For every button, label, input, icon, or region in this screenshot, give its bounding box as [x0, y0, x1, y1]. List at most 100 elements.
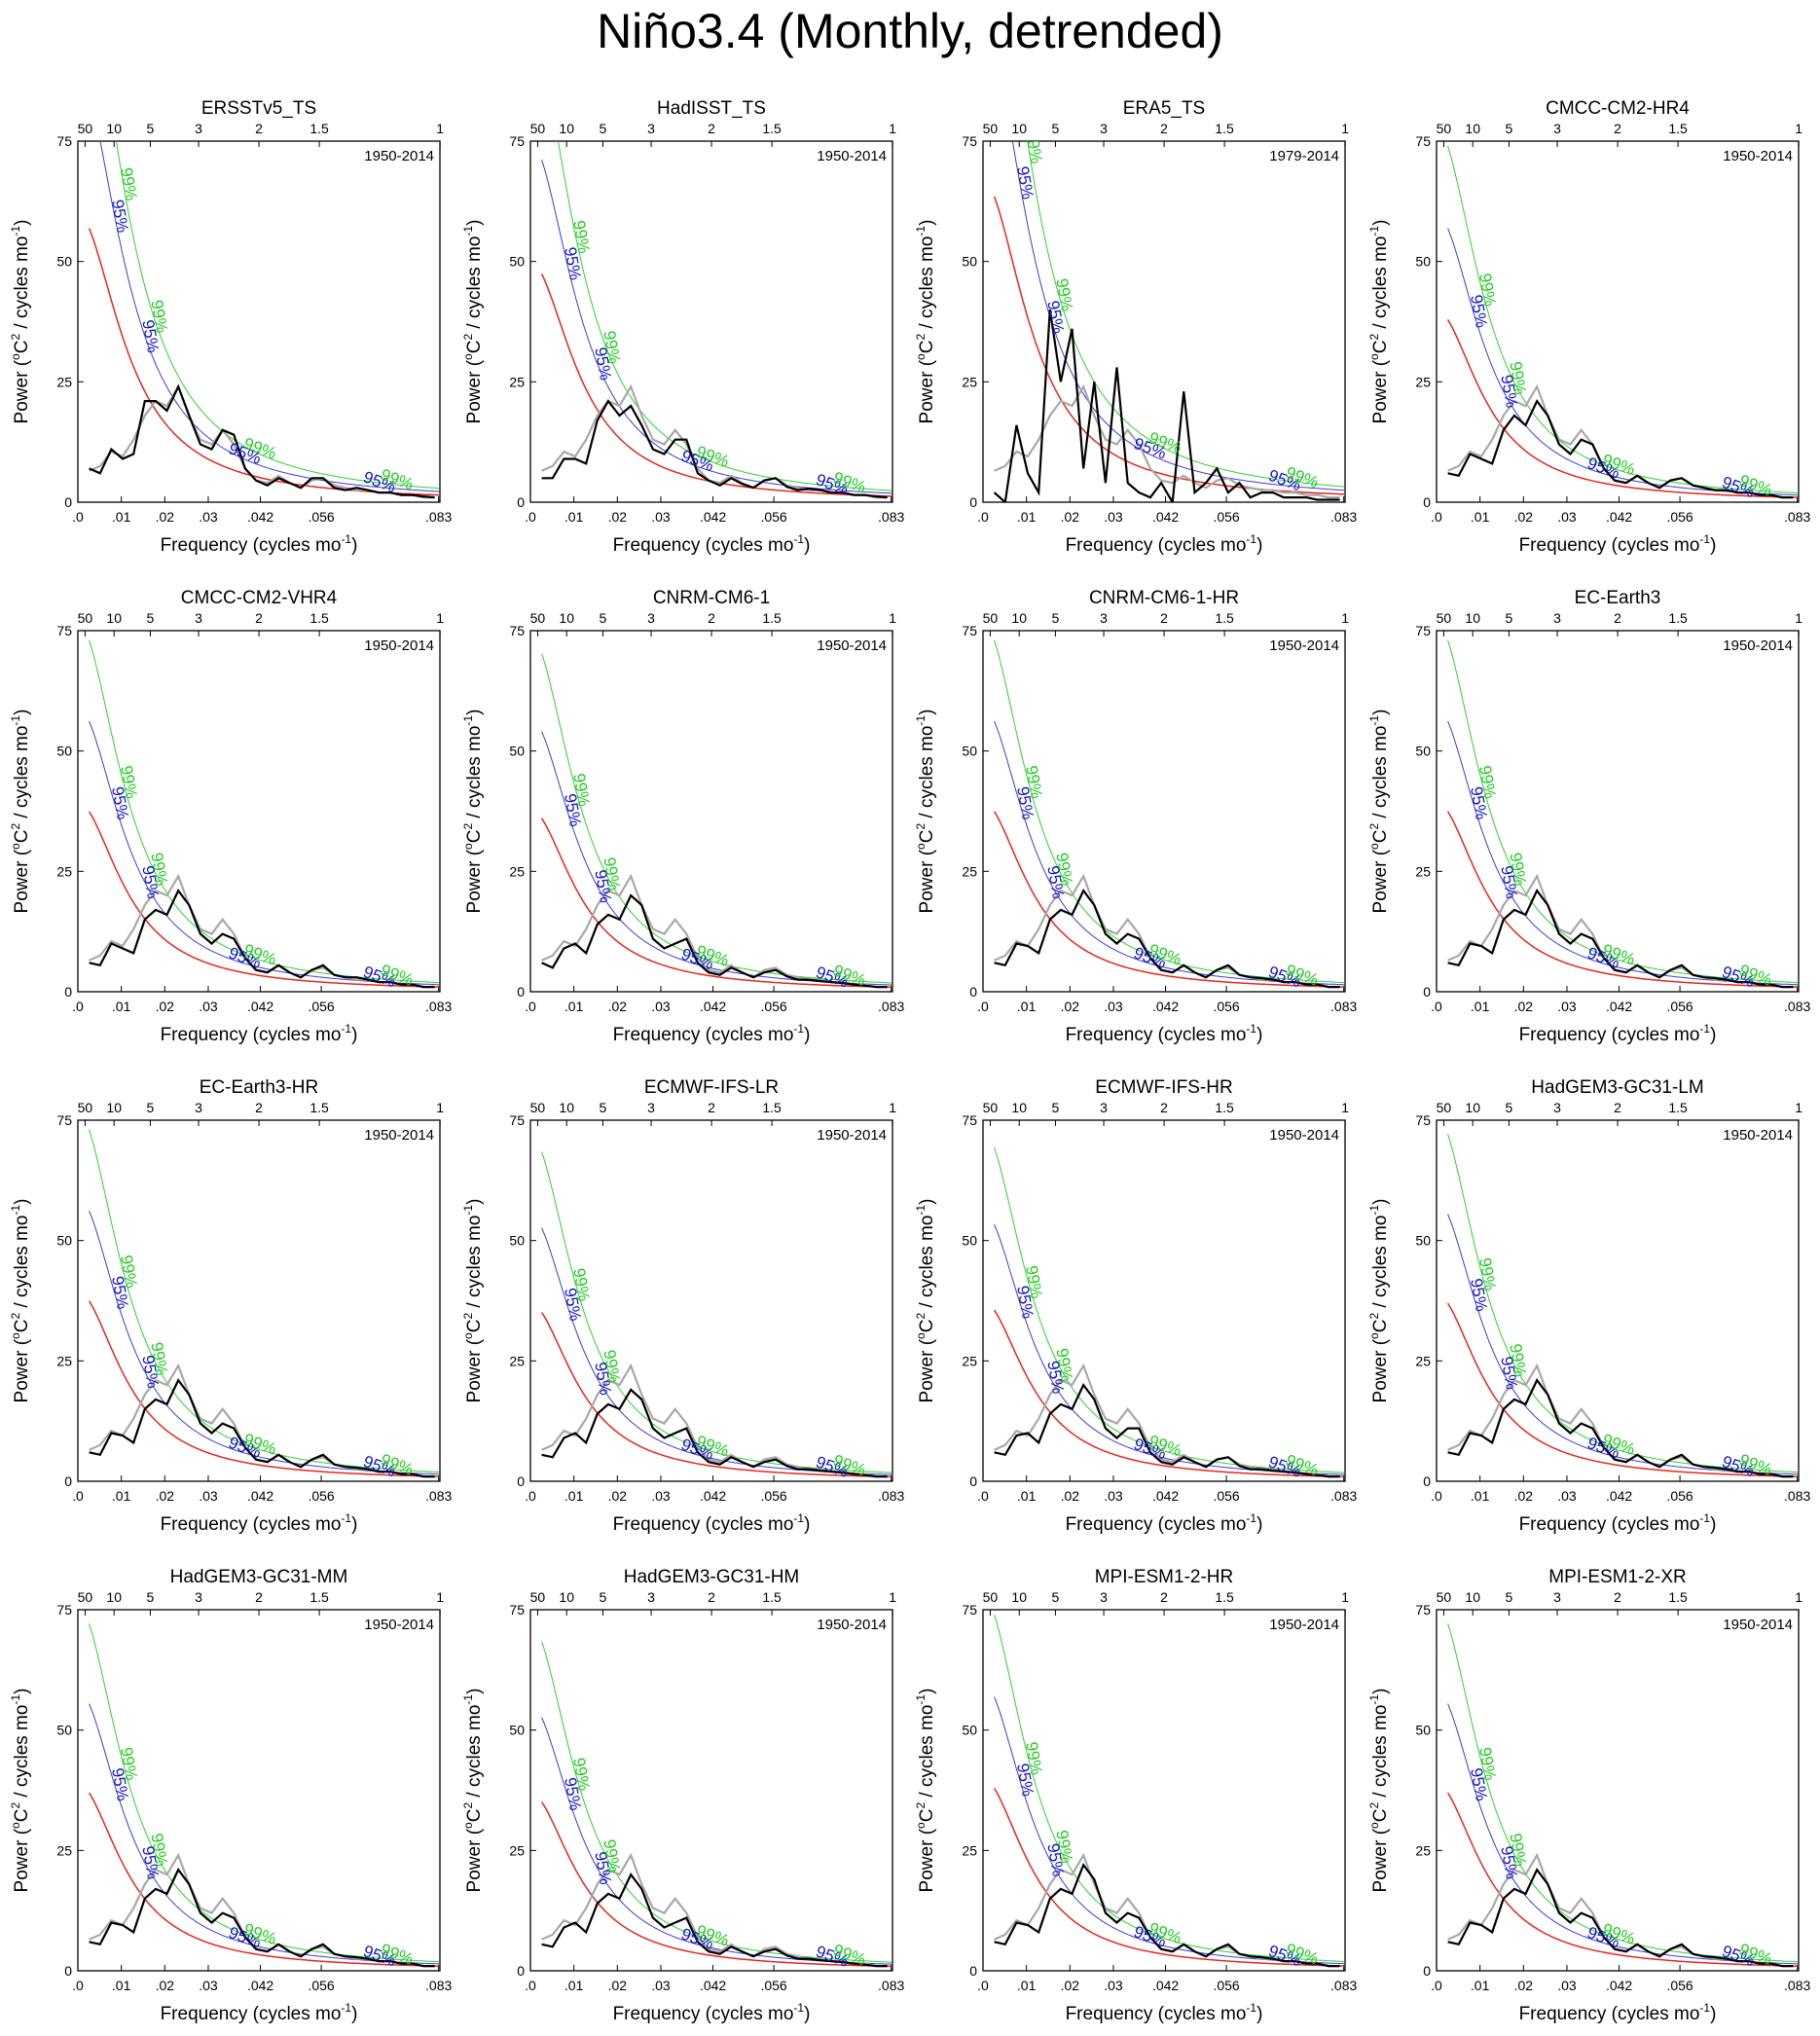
- x-tick-label: .03: [1557, 999, 1577, 1014]
- top-tick-label: 1: [1795, 121, 1802, 136]
- top-tick-label: 3: [647, 610, 655, 626]
- reference-spectrum: [994, 383, 1340, 499]
- x-tick-label: .02: [156, 1488, 175, 1504]
- ci95-curve: [541, 160, 892, 494]
- y-axis-label: Power (oC2 / cycles mo-1): [914, 220, 937, 424]
- x-tick-label: .083: [1784, 509, 1810, 525]
- y-tick-label: 0: [64, 984, 72, 1000]
- period-label: 1950-2014: [1723, 637, 1793, 654]
- top-tick-label: 1: [436, 610, 444, 626]
- x-tick-label: .01: [564, 1978, 584, 1993]
- x-tick-label: .01: [564, 999, 584, 1014]
- x-tick-label: .02: [608, 509, 628, 525]
- x-tick-label: .0: [1431, 999, 1442, 1014]
- y-tick-label: 25: [509, 374, 525, 389]
- plot-frame: [77, 1609, 441, 1972]
- y-tick-label: 25: [962, 1353, 977, 1368]
- x-tick-label: .03: [1104, 509, 1123, 525]
- x-tick-label: .056: [760, 1978, 786, 1993]
- panel-title: MPI-ESM1-2-XR: [1548, 1567, 1686, 1587]
- plot-frame: [1436, 1609, 1800, 1972]
- y-tick-label: 0: [1423, 1473, 1431, 1489]
- spectrum-line: [994, 888, 1340, 989]
- x-tick-label: .02: [1514, 509, 1534, 525]
- top-tick-label: 5: [600, 610, 607, 626]
- spectrum-line: [1447, 888, 1794, 989]
- top-tick-label: 3: [647, 1589, 655, 1605]
- top-tick-label: 1.5: [1668, 1589, 1688, 1605]
- plot-area: 95%99%95%99%95%99%95%99%: [993, 639, 1345, 991]
- top-tick-label: 10: [559, 1100, 574, 1115]
- x-tick-label: .056: [1666, 509, 1693, 525]
- top-tick-label: 1.5: [762, 1100, 782, 1115]
- red-noise-curve: [993, 1788, 1345, 1967]
- x-tick-label: .01: [1471, 999, 1490, 1014]
- x-tick-label: .02: [608, 1978, 628, 1993]
- top-tick-label: 50: [530, 1100, 546, 1115]
- x-tick-label: .03: [651, 1488, 671, 1504]
- x-tick-label: .042: [247, 1978, 273, 1993]
- spectrum-line: [541, 1388, 888, 1478]
- spectrum-line: [89, 1377, 435, 1478]
- x-tick-label: .056: [1666, 1978, 1693, 1993]
- top-tick-label: 5: [600, 121, 607, 136]
- x-axis-label: Frequency (cycles mo-1): [1066, 1022, 1263, 1045]
- x-tick-label: .02: [1061, 1978, 1080, 1993]
- x-tick-label: .0: [1431, 1488, 1442, 1504]
- period-label: 1950-2014: [1723, 1617, 1793, 1633]
- y-axis-label: Power (oC2 / cycles mo-1): [461, 1689, 485, 1893]
- y-tick-label: 0: [64, 494, 72, 510]
- top-tick-label: 3: [1100, 610, 1108, 626]
- y-axis-label: Power (oC2 / cycles mo-1): [461, 220, 485, 424]
- x-tick-label: .03: [1557, 1978, 1577, 1993]
- panel-hadgem3-gc31-hm: HadGEM3-GC31-HM.0.01.02.03.042.056.08350…: [461, 1567, 904, 2024]
- top-tick-label: 10: [106, 1100, 122, 1115]
- spectrum-line: [89, 383, 435, 499]
- x-tick-label: .01: [1471, 509, 1490, 525]
- top-tick-label: 10: [106, 610, 122, 626]
- period-label: 1950-2014: [364, 1617, 434, 1633]
- y-tick-label: 25: [962, 374, 977, 389]
- y-tick-label: 75: [509, 1112, 525, 1128]
- y-tick-label: 25: [1415, 374, 1431, 389]
- y-tick-label: 50: [509, 254, 525, 270]
- top-tick-label: 5: [1052, 121, 1060, 136]
- top-tick-label: 5: [1052, 610, 1060, 626]
- y-tick-label: 0: [517, 494, 525, 510]
- x-tick-label: .0: [1431, 1978, 1442, 1993]
- y-tick-label: 25: [509, 863, 525, 879]
- plot-frame: [1436, 1119, 1800, 1482]
- red-noise-curve: [1446, 1792, 1799, 1967]
- x-tick-label: .042: [247, 999, 273, 1014]
- ci99-curve: [1447, 1623, 1799, 1963]
- y-tick-label: 50: [962, 1233, 977, 1249]
- plot-area: 95%99%95%99%95%99%95%99%: [1446, 1623, 1799, 1970]
- top-tick-label: 5: [147, 610, 155, 626]
- x-axis-label: Frequency (cycles mo-1): [1519, 532, 1717, 556]
- plot-area: 95%99%95%99%95%99%95%99%: [1446, 639, 1799, 991]
- x-tick-label: .056: [1666, 999, 1693, 1014]
- y-tick-label: 0: [517, 984, 525, 1000]
- top-tick-label: 50: [78, 1589, 93, 1605]
- top-tick-label: 3: [195, 610, 202, 626]
- x-tick-label: .03: [651, 509, 671, 525]
- x-tick-label: .083: [878, 999, 904, 1014]
- red-noise-curve: [1446, 319, 1799, 498]
- y-tick-label: 75: [509, 623, 525, 638]
- top-tick-label: 2: [708, 1100, 715, 1115]
- y-tick-label: 75: [56, 1602, 72, 1618]
- x-tick-label: .03: [199, 1488, 218, 1504]
- period-label: 1950-2014: [1723, 148, 1793, 164]
- y-axis-label: Power (oC2 / cycles mo-1): [1367, 220, 1391, 424]
- top-tick-label: 3: [647, 121, 655, 136]
- x-tick-label: .01: [112, 1488, 131, 1504]
- y-tick-label: 25: [509, 1353, 525, 1368]
- y-tick-label: 75: [1415, 623, 1431, 638]
- ci99-curve: [89, 1129, 440, 1473]
- spectrum-line: [541, 1872, 888, 1968]
- top-tick-label: 2: [1160, 121, 1168, 136]
- x-tick-label: .056: [308, 509, 334, 525]
